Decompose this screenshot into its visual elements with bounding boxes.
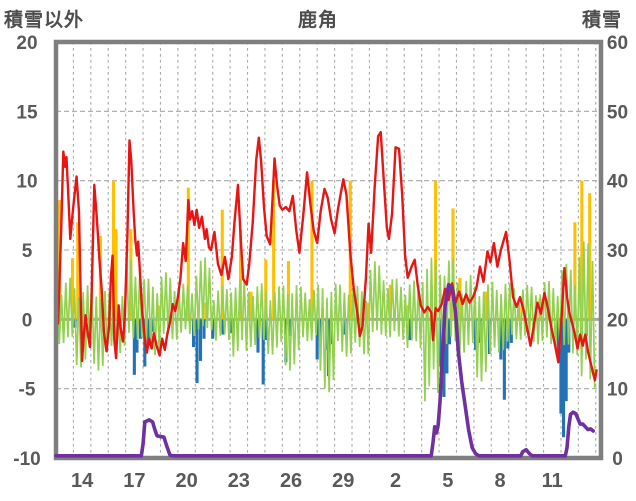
x-tick-label: 26: [280, 470, 302, 492]
orange-bar: [286, 261, 291, 320]
left-tick-label: -5: [19, 380, 36, 401]
left-tick-label: 10: [16, 172, 37, 193]
blue-bar: [556, 319, 560, 361]
x-tick-label: 8: [494, 470, 505, 492]
right-tick-label: 50: [607, 102, 628, 123]
right-tick-label: 0: [612, 449, 623, 470]
left-axis-title: 積雪以外: [4, 10, 85, 31]
orange-bar: [484, 291, 488, 320]
blue-bar: [439, 319, 443, 367]
blue-bar: [256, 319, 260, 353]
orange-bar: [310, 180, 314, 320]
orange-bar: [366, 302, 370, 320]
x-tick-label: 14: [71, 470, 94, 492]
blue-bar: [211, 319, 215, 339]
orange-bar: [239, 229, 243, 320]
blue-bar: [559, 319, 563, 414]
blue-bar: [447, 319, 452, 345]
blue-bar: [318, 319, 322, 341]
orange-bar: [76, 222, 80, 320]
snow-depth-line: [54, 282, 595, 458]
left-tick-label: 20: [16, 33, 37, 54]
right-tick-label: 20: [607, 310, 628, 331]
blue-bar: [499, 319, 503, 360]
right-tick-label: 30: [607, 241, 628, 262]
orange-bar: [186, 187, 190, 320]
x-tick-label: 5: [442, 470, 453, 492]
x-tick-label: 20: [175, 470, 197, 492]
blue-bar: [146, 319, 150, 346]
plot-border: [53, 39, 604, 461]
chart-title: 鹿角: [297, 10, 338, 31]
left-tick-label: -10: [13, 449, 40, 470]
orange-bar: [434, 180, 438, 320]
x-tick-label: 17: [123, 470, 145, 492]
blue-bar: [407, 319, 412, 341]
right-tick-label: 10: [607, 380, 628, 401]
right-tick-labels: 60 50 40 30 20 10 0: [607, 33, 628, 470]
red-line: [54, 130, 598, 382]
blue-bar: [132, 319, 136, 375]
orange-bar: [70, 258, 75, 320]
blue-bar: [221, 319, 225, 335]
x-tick-label: 2: [390, 470, 401, 492]
orange-bar: [388, 284, 392, 320]
left-tick-label: 5: [22, 241, 33, 262]
blue-bar: [202, 319, 206, 339]
right-tick-label: 40: [607, 172, 628, 193]
green-line: [56, 241, 596, 402]
x-tick-labels: 14 17 20 23 26 29 2 5 8 11: [71, 470, 563, 492]
blue-bar: [502, 319, 506, 400]
blue-bar: [138, 319, 142, 339]
left-tick-label: 0: [22, 310, 33, 331]
orange-bar: [588, 193, 592, 320]
orange-bar: [573, 222, 577, 320]
right-axis-title: 積雪: [581, 10, 622, 31]
orange-bar: [580, 180, 584, 320]
blue-bar: [195, 319, 199, 384]
blue-bar: [315, 319, 319, 360]
blue-bar: [264, 319, 268, 341]
x-tick-label: 29: [332, 470, 354, 492]
orange-bar: [249, 291, 253, 320]
blue-bar: [562, 319, 566, 438]
blue-bar: [261, 319, 265, 385]
right-tick-label: 60: [607, 33, 628, 54]
red-line: [54, 130, 598, 382]
blue-bar: [288, 319, 292, 336]
plot-border: [53, 39, 604, 461]
left-tick-labels: 20 15 10 5 0 -5 -10: [13, 33, 40, 470]
orange-bar: [114, 229, 118, 320]
blue-bar: [151, 319, 155, 332]
green-line: [56, 241, 596, 402]
blue-bar: [564, 319, 568, 402]
orange-bar: [264, 259, 268, 320]
x-tick-label: 11: [542, 470, 563, 492]
left-tick-label: 15: [16, 102, 38, 123]
orange-bar: [272, 180, 276, 320]
purple-snow-line: [54, 282, 595, 458]
orange-bar: [111, 180, 116, 320]
orange-bar: [204, 302, 208, 320]
blue-bar: [198, 319, 203, 361]
blue-bar: [445, 319, 449, 374]
x-tick-label: 23: [228, 470, 250, 492]
